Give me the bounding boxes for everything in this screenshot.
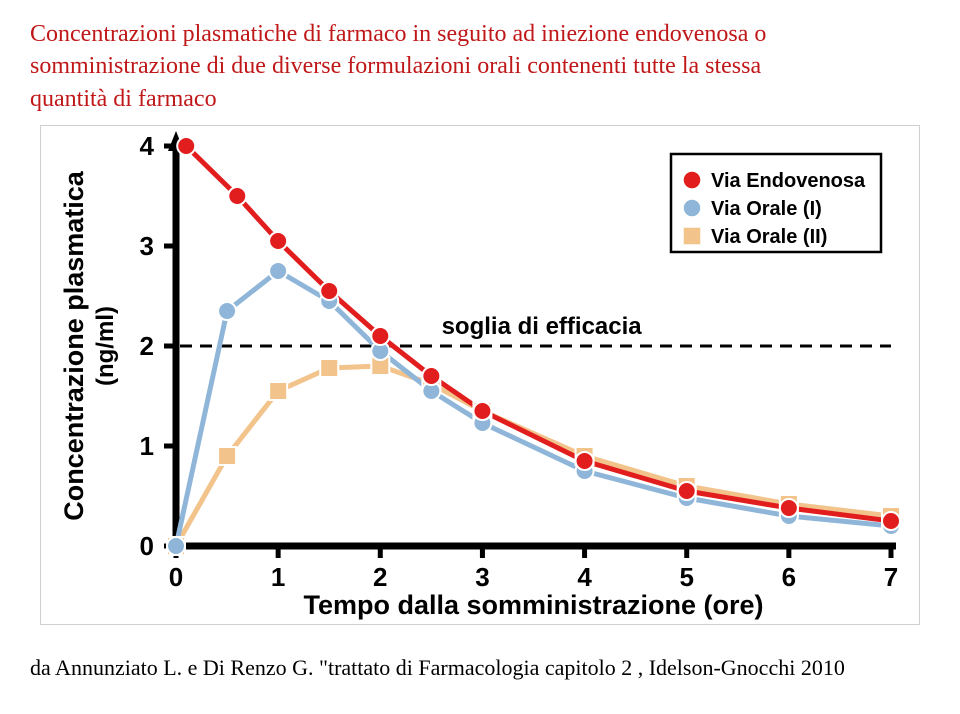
x-tick-label: 2 (373, 562, 387, 592)
x-tick-label: 3 (475, 562, 489, 592)
page-title: Concentrazioni plasmatiche di farmaco in… (30, 18, 930, 115)
y-tick-label: 3 (140, 231, 154, 261)
y-tick-label: 4 (140, 131, 155, 161)
marker-orale1 (167, 537, 185, 555)
marker-endovenosa (473, 402, 491, 420)
y-axis-label: Concentrazione plasmatica (59, 170, 89, 521)
marker-endovenosa (320, 282, 338, 300)
y-tick-label: 2 (140, 331, 154, 361)
chart-svg: 0123456701234Tempo dalla somministrazion… (41, 126, 921, 626)
x-tick-label: 7 (884, 562, 898, 592)
caption: da Annunziato L. e Di Renzo G. "trattato… (30, 655, 930, 681)
marker-orale2 (269, 382, 287, 400)
x-tick-label: 5 (679, 562, 693, 592)
title-line-2: somministrazione di due diverse formulaz… (30, 53, 761, 79)
marker-orale2 (218, 447, 236, 465)
chart-container: 0123456701234Tempo dalla somministrazion… (40, 125, 920, 625)
marker-orale2 (320, 359, 338, 377)
x-axis-label: Tempo dalla somministrazione (ore) (303, 590, 763, 620)
legend-marker (683, 199, 701, 217)
marker-endovenosa (422, 367, 440, 385)
y-axis-sublabel: (ng/ml) (92, 306, 119, 386)
marker-endovenosa (371, 327, 389, 345)
threshold-label: soglia di efficacia (442, 313, 643, 340)
legend-marker (683, 171, 701, 189)
title-line-1: Concentrazioni plasmatiche di farmaco in… (30, 21, 766, 47)
x-tick-label: 1 (271, 562, 285, 592)
x-tick-label: 6 (782, 562, 796, 592)
legend-marker (683, 227, 701, 245)
marker-endovenosa (576, 452, 594, 470)
marker-endovenosa (780, 499, 798, 517)
marker-endovenosa (269, 232, 287, 250)
legend-label: Via Orale (I) (711, 198, 822, 220)
x-tick-label: 4 (577, 562, 592, 592)
x-tick-label: 0 (169, 562, 183, 592)
title-line-3: quantità di farmaco (30, 86, 217, 112)
y-tick-label: 1 (140, 431, 154, 461)
marker-orale1 (218, 302, 236, 320)
marker-endovenosa (678, 482, 696, 500)
marker-orale1 (269, 262, 287, 280)
marker-endovenosa (228, 187, 246, 205)
page: Concentrazioni plasmatiche di farmaco in… (0, 0, 960, 714)
y-tick-label: 0 (140, 531, 154, 561)
marker-endovenosa (882, 512, 900, 530)
legend-label: Via Endovenosa (711, 170, 866, 192)
legend-label: Via Orale (II) (711, 226, 827, 248)
marker-endovenosa (177, 137, 195, 155)
